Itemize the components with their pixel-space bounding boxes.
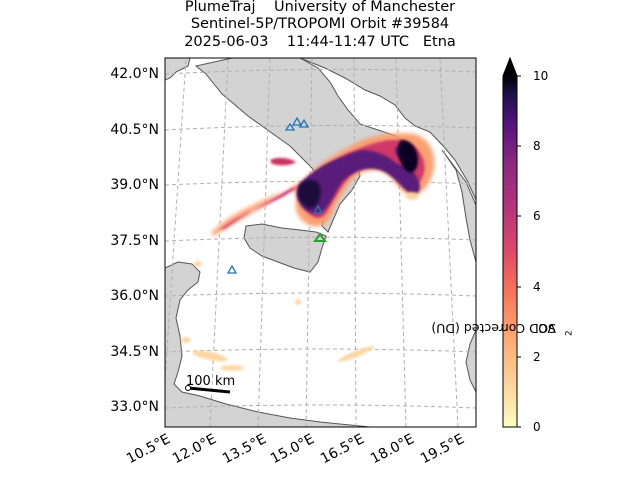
volcano-marker-icon xyxy=(298,118,310,128)
volcano-marker-icon xyxy=(312,204,324,214)
scale-bar xyxy=(185,385,231,394)
map-frame xyxy=(164,57,477,428)
lat-label: 33.0°N xyxy=(110,399,159,415)
title-line-2: Sentinel-5P/TROPOMI Orbit #39584 xyxy=(190,16,450,32)
lat-label: 40.5°N xyxy=(110,122,159,138)
lat-label: 42.0°N xyxy=(110,66,159,82)
colorbar-tick: 8 xyxy=(533,139,541,153)
so2-plume xyxy=(181,133,435,371)
title-line-3: 2025-06-03 11:44-11:47 UTC Etna xyxy=(184,34,456,50)
colorbar-tick: 10 xyxy=(533,69,549,83)
volcano-marker-icon xyxy=(284,122,296,131)
colorbar-tick: 4 xyxy=(533,280,541,294)
colorbar-label-rest: VCD Corrected (DU) xyxy=(431,321,556,336)
colorbar-tick: 6 xyxy=(533,209,541,223)
lat-label: 37.5°N xyxy=(110,233,159,249)
colorbar-label-sub: 2 xyxy=(564,330,575,336)
volcano-marker-icon xyxy=(226,264,238,274)
lat-label: 34.5°N xyxy=(110,344,159,360)
colorbar-tick: 2 xyxy=(533,350,541,364)
colorbar-tick: 0 xyxy=(533,420,541,434)
volcano-markers xyxy=(226,116,327,274)
volcano-marker-icon xyxy=(291,116,303,126)
lat-label: 36.0°N xyxy=(110,288,159,304)
scale-bar-label: 100 km xyxy=(186,374,236,389)
lat-label: 39.0°N xyxy=(110,177,159,193)
title-line-1: PlumeTraj University of Manchester xyxy=(184,0,456,15)
target-volcano-icon xyxy=(313,232,327,242)
